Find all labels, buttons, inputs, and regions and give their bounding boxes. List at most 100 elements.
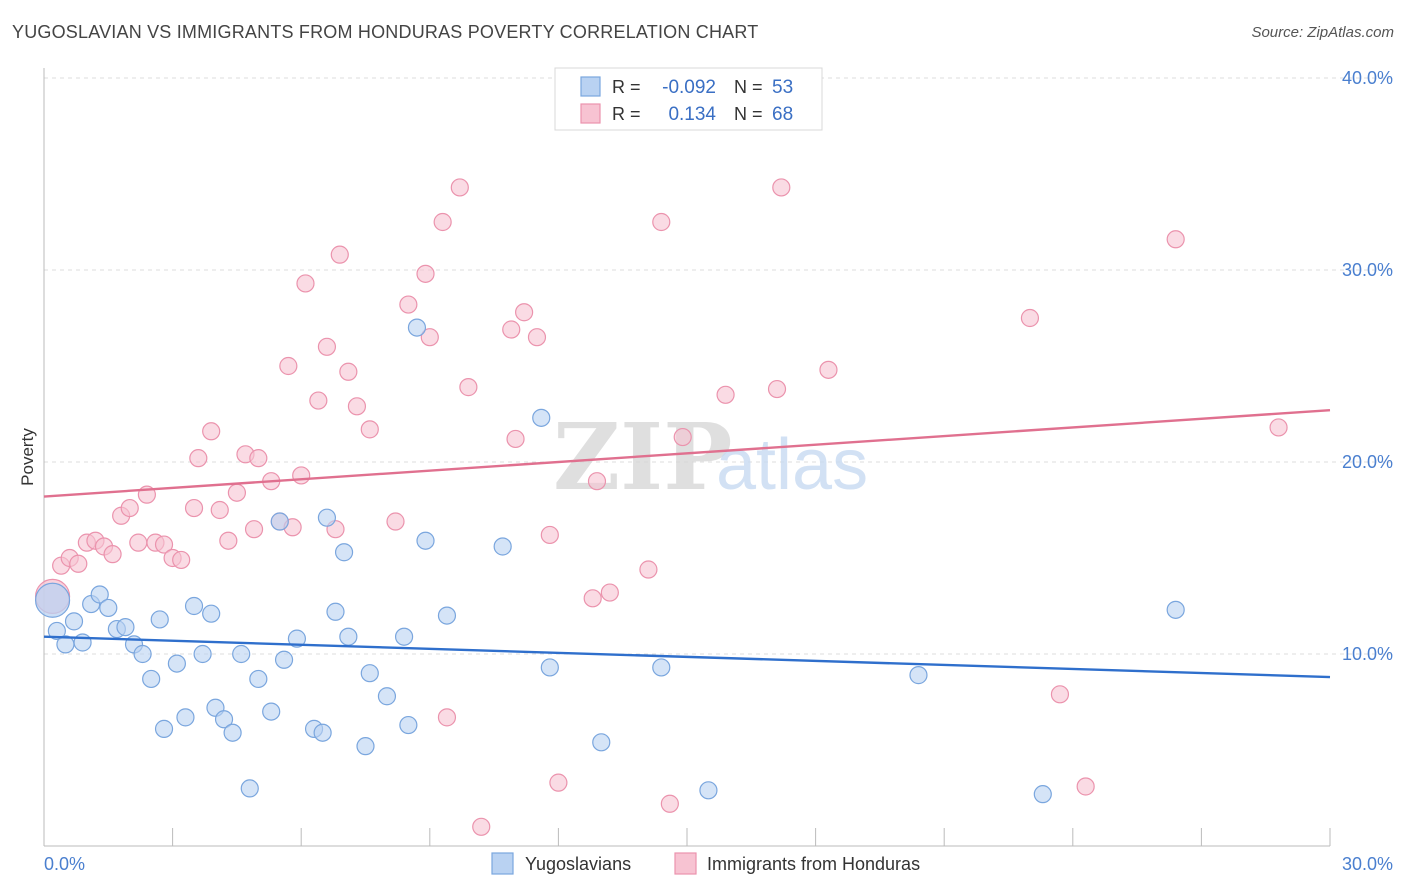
honduras-point	[459, 378, 478, 397]
yugoslavians-point	[47, 621, 66, 641]
honduras-point	[317, 337, 337, 356]
yugoslavians-point	[699, 781, 718, 800]
honduras-point	[437, 708, 457, 727]
yugoslavians-point	[416, 531, 435, 550]
legend-swatch-yugoslavians	[491, 852, 514, 875]
yugoslavians-point	[356, 737, 375, 756]
honduras-point	[502, 320, 521, 339]
yugoslavians-point	[270, 512, 289, 531]
y-tick-label-10: 10.0%	[1342, 644, 1393, 664]
source-credit: Source: ZipAtlas.com	[1251, 24, 1394, 41]
stats-r-label-pink: R =	[612, 104, 641, 124]
honduras-point	[450, 178, 469, 197]
honduras-point	[120, 498, 139, 518]
yugoslavians-point	[287, 629, 307, 648]
trend-lines	[43, 408, 1331, 679]
honduras-point	[583, 589, 602, 608]
honduras-point	[639, 560, 658, 579]
legend-label-honduras: Immigrants from Honduras	[707, 854, 920, 874]
series-yugoslavians-points	[34, 318, 1185, 804]
yugoslavians-point	[313, 723, 332, 742]
yugoslavians-point	[326, 602, 345, 621]
yugoslavians-point	[262, 702, 281, 721]
honduras-point	[347, 397, 367, 416]
yugoslavians-point	[133, 644, 152, 664]
honduras-point	[527, 328, 547, 347]
stats-swatch-pink	[580, 103, 601, 124]
honduras-point	[416, 264, 435, 283]
yugoslavians-point	[73, 633, 92, 652]
yugoslavians-point	[142, 669, 161, 689]
x-ticks	[43, 828, 1331, 846]
yugoslavians-point	[339, 627, 358, 646]
stats-n-label-blue: N =	[734, 77, 763, 97]
honduras-point	[1269, 418, 1288, 437]
honduras-point	[279, 356, 298, 376]
yugoslavians-point	[223, 723, 242, 742]
yugoslavians-point	[532, 408, 551, 427]
yugoslavians-point	[214, 710, 234, 729]
honduras-point	[296, 274, 315, 293]
yugoslavians-point	[377, 687, 397, 706]
yugoslavians-trend-line	[43, 635, 1331, 679]
yugoslavians-point	[176, 708, 195, 727]
honduras-point	[600, 583, 619, 602]
honduras-point	[309, 391, 328, 410]
honduras-point	[189, 449, 208, 468]
honduras-point	[292, 466, 311, 485]
yugoslavians-point	[540, 658, 559, 677]
legend-swatch-honduras	[674, 852, 697, 875]
honduras-point	[129, 533, 148, 552]
honduras-point	[154, 535, 174, 554]
honduras-point	[819, 360, 838, 379]
honduras-trend-line	[43, 408, 1331, 498]
x-tick-label-min: 0.0%	[44, 854, 85, 874]
honduras-point	[249, 449, 268, 468]
honduras-point	[587, 472, 607, 491]
yugoslavians-point	[909, 666, 928, 685]
stats-r-value-blue: -0.092	[662, 77, 716, 98]
yugoslavians-point	[437, 606, 457, 625]
honduras-point	[227, 483, 246, 502]
honduras-point	[330, 245, 349, 264]
honduras-point	[540, 525, 559, 545]
yugoslavians-point	[64, 612, 84, 631]
yugoslavians-point	[249, 669, 268, 689]
honduras-point	[244, 520, 264, 539]
honduras-point	[673, 427, 692, 447]
stats-swatch-blue	[580, 76, 601, 97]
yugoslavians-point	[399, 715, 418, 735]
honduras-point	[1020, 308, 1040, 328]
yugoslavians-point	[90, 585, 109, 604]
honduras-point	[472, 817, 491, 836]
yugoslavians-point	[394, 627, 414, 646]
honduras-point	[660, 794, 679, 813]
yugoslavians-point	[240, 779, 259, 798]
yugoslavians-point	[274, 650, 294, 669]
yugoslavians-point	[116, 618, 135, 637]
honduras-point	[103, 545, 122, 564]
gridlines	[44, 77, 1393, 655]
y-tick-labels: 10.0% 20.0% 30.0% 40.0%	[1342, 68, 1393, 664]
x-tick-label-max: 30.0%	[1342, 854, 1393, 874]
honduras-point	[69, 554, 88, 573]
honduras-point	[386, 512, 405, 531]
series-legend: Yugoslavians Immigrants from Honduras	[491, 852, 920, 875]
watermark-atlas: atlas	[716, 425, 868, 505]
honduras-point	[1166, 230, 1185, 249]
honduras-point	[506, 429, 525, 449]
yugoslavians-point	[592, 733, 611, 752]
y-axis-title: Poverty	[18, 428, 37, 486]
y-tick-label-20: 20.0%	[1342, 452, 1393, 472]
honduras-point	[339, 362, 358, 381]
honduras-point	[202, 422, 221, 441]
honduras-point	[772, 178, 791, 197]
yugoslavians-point	[232, 644, 251, 664]
yugoslavians-point	[407, 318, 427, 337]
stats-legend: R = -0.092 N = 53 R = 0.134 N = 68	[554, 67, 823, 131]
yugoslavians-point	[184, 596, 204, 616]
honduras-point	[433, 212, 452, 232]
yugoslavians-point	[1033, 785, 1052, 804]
yugoslavians-point	[493, 537, 512, 556]
